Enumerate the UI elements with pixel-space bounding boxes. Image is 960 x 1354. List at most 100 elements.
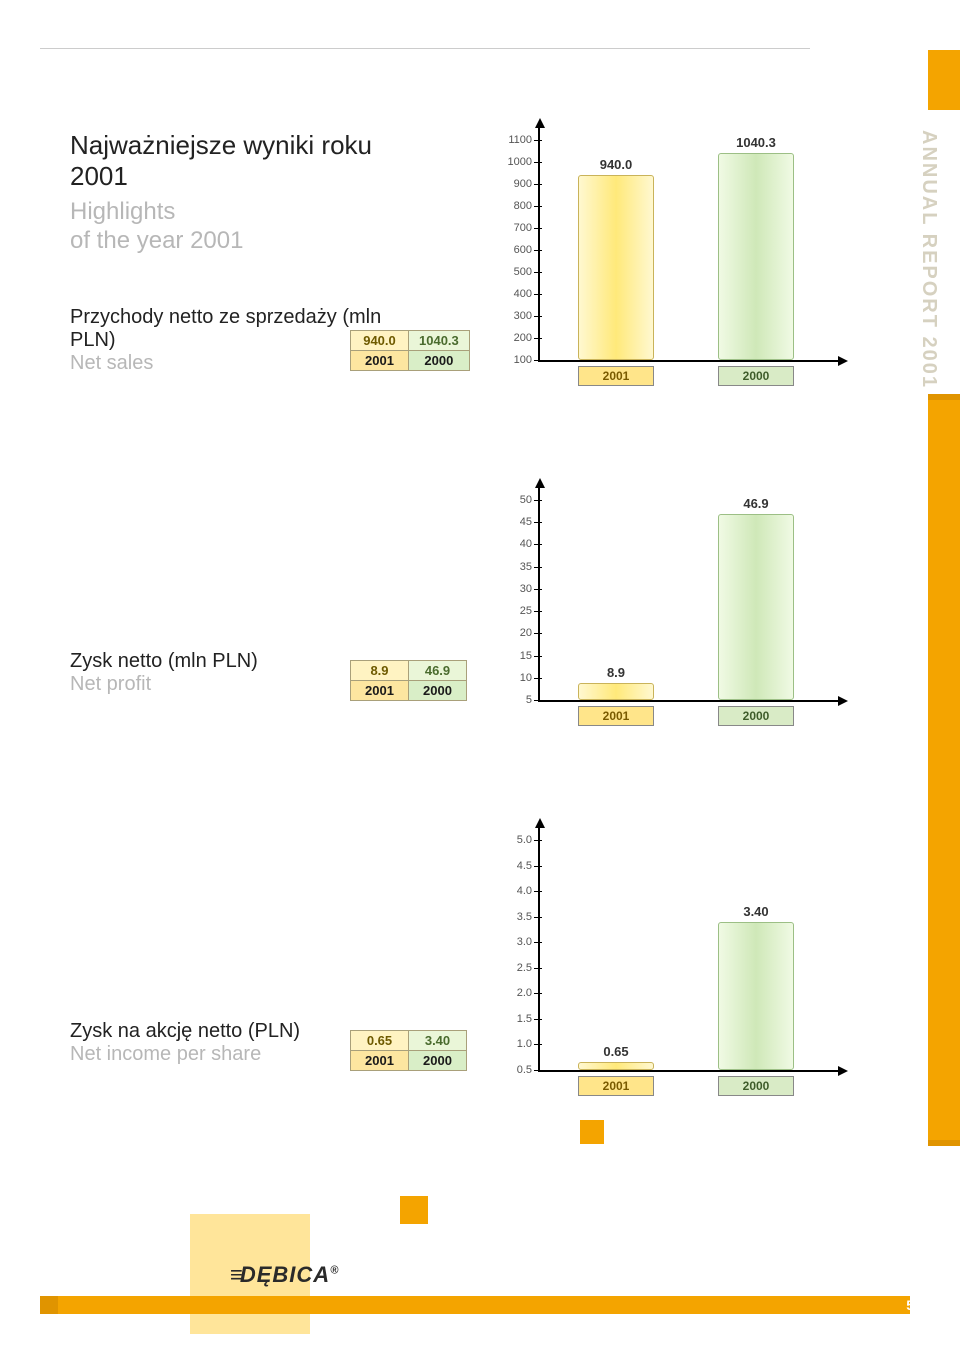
metric-label-en: Net profit bbox=[70, 673, 370, 696]
bar-value-label: 46.9 bbox=[714, 496, 798, 511]
x-category-label: 2000 bbox=[718, 366, 794, 386]
y-tick bbox=[534, 544, 542, 545]
x-category-label: 2000 bbox=[718, 706, 794, 726]
y-tick-label: 400 bbox=[490, 288, 532, 300]
page: ANNUAL REPORT 2001 Najważniejsze wyniki … bbox=[0, 0, 960, 1354]
y-tick bbox=[534, 1070, 542, 1071]
divider bbox=[40, 48, 810, 49]
page-number: 5 bbox=[906, 1297, 914, 1313]
y-tick bbox=[534, 700, 542, 701]
bar-value-label: 0.65 bbox=[574, 1044, 658, 1059]
y-axis bbox=[538, 828, 540, 1070]
y-tick-label: 45 bbox=[490, 516, 532, 528]
x-axis bbox=[538, 360, 838, 362]
cell: 2000 bbox=[409, 1051, 467, 1071]
bar bbox=[578, 1062, 654, 1070]
mini-table: 940.01040.3 20012000 bbox=[350, 330, 470, 371]
bar-chart: 50454035302520151058.9200146.92000 bbox=[490, 480, 860, 730]
y-tick-label: 5.0 bbox=[490, 834, 532, 846]
cell: 46.9 bbox=[409, 661, 467, 681]
x-category-label: 2001 bbox=[578, 706, 654, 726]
heading-pl: Najważniejsze wyniki roku 2001 bbox=[70, 130, 400, 192]
logo: ≡DĘBICA® bbox=[230, 1262, 339, 1288]
bar-value-label: 940.0 bbox=[574, 157, 658, 172]
y-tick-label: 800 bbox=[490, 200, 532, 212]
cell: 8.9 bbox=[351, 661, 409, 681]
y-tick bbox=[534, 589, 542, 590]
footer-bar bbox=[40, 1296, 910, 1314]
decor-square bbox=[400, 1196, 428, 1224]
y-tick-label: 4.0 bbox=[490, 885, 532, 897]
y-tick bbox=[534, 678, 542, 679]
y-tick bbox=[534, 917, 542, 918]
y-tick-label: 15 bbox=[490, 650, 532, 662]
y-tick bbox=[534, 611, 542, 612]
bar bbox=[718, 514, 794, 700]
bar-value-label: 3.40 bbox=[714, 904, 798, 919]
y-tick bbox=[534, 891, 542, 892]
y-tick-label: 200 bbox=[490, 332, 532, 344]
y-tick-label: 50 bbox=[490, 494, 532, 506]
mini-table: 8.946.9 20012000 bbox=[350, 660, 467, 701]
y-tick-label: 2.5 bbox=[490, 962, 532, 974]
cell: 3.40 bbox=[409, 1031, 467, 1051]
cell: 940.0 bbox=[351, 331, 409, 351]
section-net-sales: Najważniejsze wyniki roku 2001 Highlight… bbox=[70, 130, 880, 410]
y-tick-label: 3.5 bbox=[490, 911, 532, 923]
bar bbox=[578, 175, 654, 360]
y-tick bbox=[534, 184, 542, 185]
bar bbox=[718, 922, 794, 1070]
bar bbox=[578, 683, 654, 700]
y-tick bbox=[534, 338, 542, 339]
y-tick bbox=[534, 840, 542, 841]
y-tick bbox=[534, 993, 542, 994]
y-axis bbox=[538, 488, 540, 700]
cell: 2001 bbox=[351, 351, 409, 371]
metric-label-pl: Zysk na akcję netto (PLN) bbox=[70, 1020, 370, 1043]
cell: 2000 bbox=[409, 351, 470, 371]
bar-chart: 5.04.54.03.53.02.52.01.51.00.50.6520013.… bbox=[490, 820, 860, 1100]
y-tick bbox=[534, 866, 542, 867]
metric-label-pl: Zysk netto (mln PLN) bbox=[70, 650, 370, 673]
y-tick-label: 35 bbox=[490, 561, 532, 573]
y-tick bbox=[534, 250, 542, 251]
y-tick-label: 40 bbox=[490, 538, 532, 550]
y-tick bbox=[534, 294, 542, 295]
decor-strip-right bbox=[928, 400, 960, 1140]
bar-value-label: 8.9 bbox=[574, 665, 658, 680]
y-tick-label: 1.0 bbox=[490, 1038, 532, 1050]
y-tick bbox=[534, 162, 542, 163]
cell: 0.65 bbox=[351, 1031, 409, 1051]
y-tick bbox=[534, 942, 542, 943]
bar-value-label: 1040.3 bbox=[714, 135, 798, 150]
y-tick-label: 1.5 bbox=[490, 1013, 532, 1025]
bar-chart: 11001000900800700600500400300200100940.0… bbox=[490, 120, 860, 400]
logo-text: DĘBICA bbox=[240, 1262, 330, 1287]
y-tick bbox=[534, 500, 542, 501]
y-tick bbox=[534, 656, 542, 657]
sidebar-title: ANNUAL REPORT 2001 bbox=[917, 130, 940, 389]
y-tick bbox=[534, 1019, 542, 1020]
x-axis bbox=[538, 700, 838, 702]
y-tick bbox=[534, 968, 542, 969]
registered-icon: ® bbox=[330, 1265, 339, 1277]
y-tick bbox=[534, 228, 542, 229]
decor-square bbox=[580, 1120, 604, 1144]
y-tick-label: 3.0 bbox=[490, 936, 532, 948]
decor-strip-top bbox=[928, 50, 960, 110]
y-tick-label: 4.5 bbox=[490, 860, 532, 872]
heading-en-2: of the year 2001 bbox=[70, 227, 400, 256]
y-tick bbox=[534, 272, 542, 273]
bar bbox=[718, 153, 794, 360]
y-tick bbox=[534, 206, 542, 207]
section-eps: Zysk na akcję netto (PLN) Net income per… bbox=[70, 820, 880, 1120]
y-tick-label: 20 bbox=[490, 627, 532, 639]
y-tick bbox=[534, 567, 542, 568]
y-tick-label: 1000 bbox=[490, 156, 532, 168]
y-tick-label: 25 bbox=[490, 605, 532, 617]
x-category-label: 2000 bbox=[718, 1076, 794, 1096]
x-category-label: 2001 bbox=[578, 1076, 654, 1096]
cell: 1040.3 bbox=[409, 331, 470, 351]
cell: 2001 bbox=[351, 1051, 409, 1071]
y-tick-label: 1100 bbox=[490, 134, 532, 146]
